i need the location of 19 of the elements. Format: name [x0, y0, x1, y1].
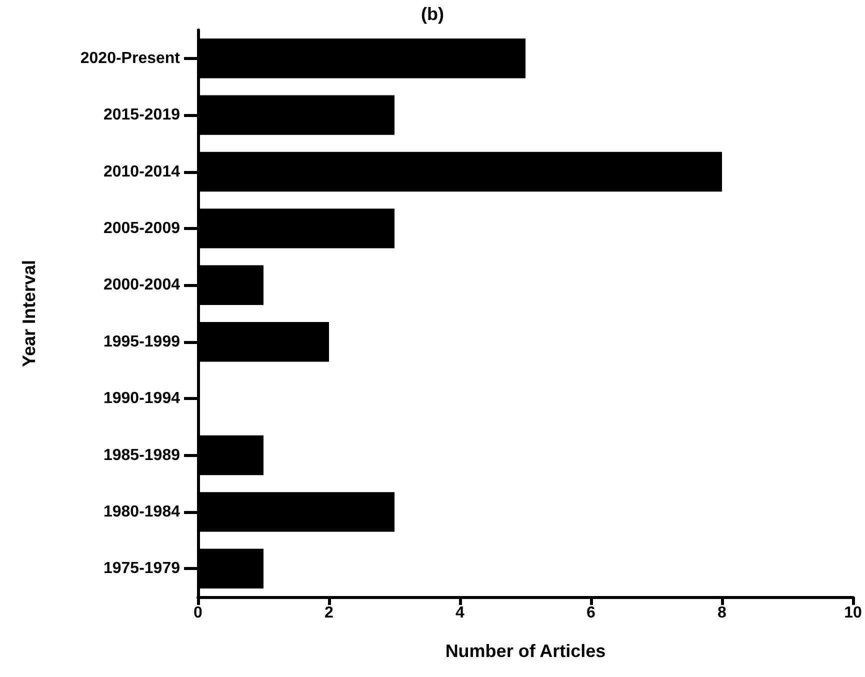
y-tick-label: 2020-Present: [80, 50, 181, 67]
x-tick-label: 8: [718, 604, 727, 622]
y-tick-label: 1975-1979: [103, 560, 180, 578]
y-tick-label: 2000-2004: [103, 276, 180, 294]
y-tick-label: 1995-1999: [103, 333, 180, 350]
y-axis-title: Year Interval: [19, 260, 39, 368]
x-tick-label: 4: [456, 604, 465, 622]
x-tick-label: 6: [586, 604, 596, 622]
x-tick-label: 10: [844, 604, 862, 622]
chart-title: (b): [421, 4, 444, 24]
y-tick-label: 1990-1994: [103, 390, 180, 408]
y-tick-label: 2010-2014: [103, 163, 180, 180]
y-tick-label: 1985-1989: [103, 446, 180, 464]
y-tick-label: 1980-1984: [103, 503, 180, 520]
x-axis-title: Number of Articles: [445, 641, 606, 661]
x-tick-label: 0: [194, 604, 203, 622]
x-tick-label: 2: [324, 604, 334, 622]
y-tick-label: 2005-2009: [103, 220, 180, 237]
y-tick-label: 2015-2019: [103, 106, 180, 124]
